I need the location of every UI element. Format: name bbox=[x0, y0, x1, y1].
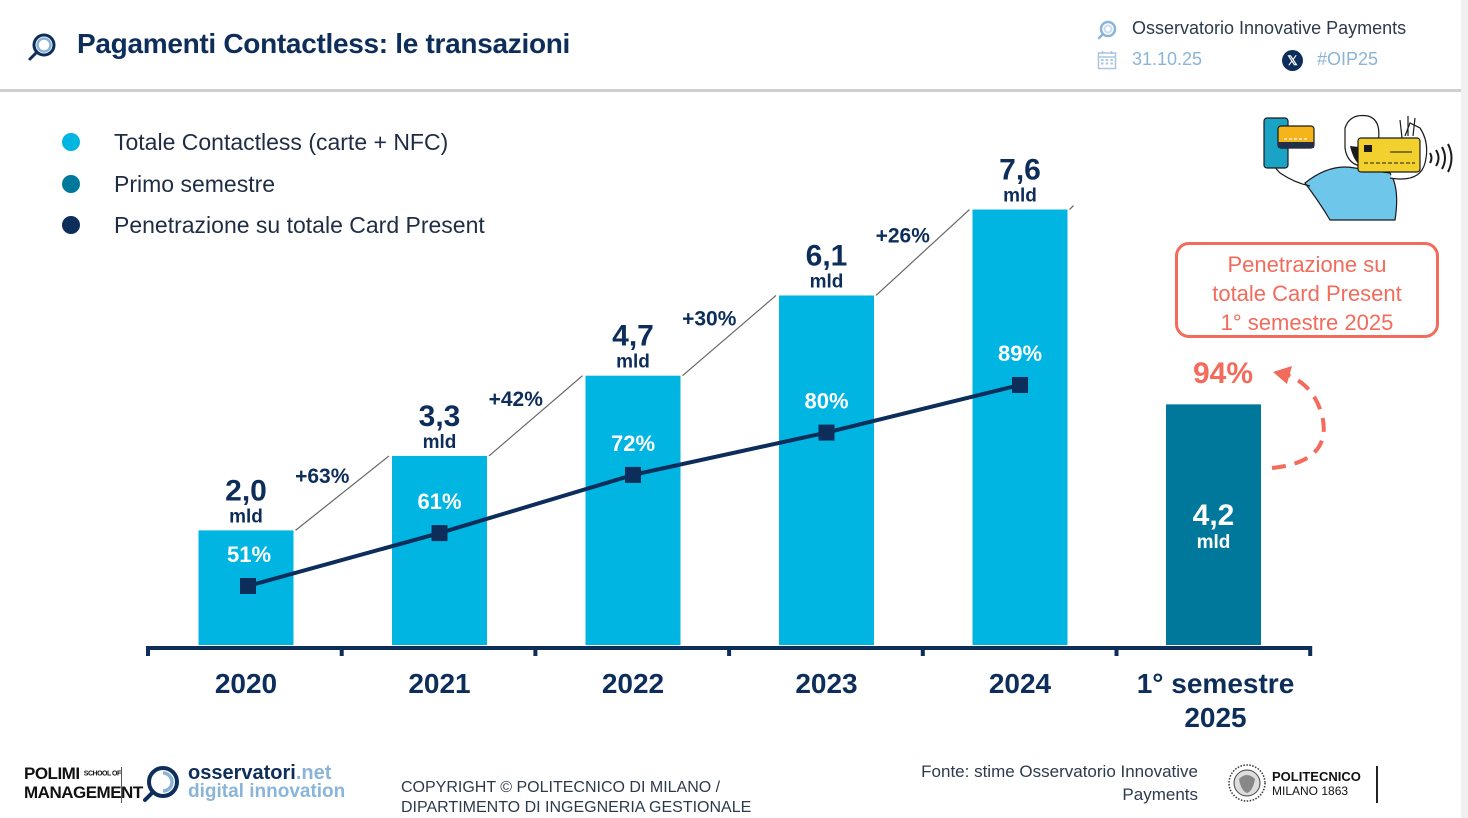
magnifier-logo-icon bbox=[28, 33, 56, 61]
penetration-marker bbox=[431, 525, 448, 542]
penetration-marker bbox=[1012, 376, 1028, 393]
copyright-notice: COPYRIGHT © POLITECNICO DI MILANO / DIPA… bbox=[401, 778, 751, 818]
legend-label: Penetrazione su totale Card Present bbox=[114, 211, 485, 238]
calendar-icon bbox=[1097, 51, 1117, 70]
footer-divider bbox=[121, 767, 122, 803]
bar-unit-label: mld bbox=[810, 271, 844, 292]
callout-line: totale Card Present bbox=[1212, 281, 1402, 306]
x-tick-label: 2024 bbox=[989, 668, 1052, 699]
x-tick-label: 2020 bbox=[215, 668, 277, 699]
growth-connector-line bbox=[875, 209, 970, 296]
bar-value-label: 4,2 bbox=[1193, 499, 1235, 532]
penetration-label: 89% bbox=[998, 341, 1042, 366]
penetration-label: 72% bbox=[611, 431, 655, 456]
bar-total-2022 bbox=[585, 375, 681, 645]
growth-connector-line bbox=[295, 455, 390, 531]
copyright-line: DIPARTIMENTO DI INGEGNERIA GESTIONALE bbox=[401, 799, 752, 816]
event-date: 31.10.25 bbox=[1132, 49, 1203, 69]
event-hashtag: #OIP25 bbox=[1317, 49, 1379, 69]
penetration-label: 80% bbox=[804, 389, 848, 414]
polimi-management-text: MANAGEMENT bbox=[24, 782, 143, 802]
polimi-text: POLIMI bbox=[24, 764, 80, 783]
legend-swatch bbox=[62, 216, 80, 234]
bar-unit-label: mld bbox=[616, 352, 650, 373]
legend-item-total: Totale Contactless (carte + NFC) bbox=[62, 127, 448, 157]
legend-swatch bbox=[62, 175, 80, 193]
page-title: Pagamenti Contactless: le transazioni bbox=[77, 28, 571, 59]
callout-line: 1° semestre 2025 bbox=[1220, 310, 1394, 335]
bar-unit-label: mld bbox=[1197, 532, 1231, 553]
x-tick-label: 2022 bbox=[602, 668, 664, 699]
right-edge-strip bbox=[1461, 0, 1468, 818]
legend-swatch bbox=[62, 133, 80, 151]
bar-unit-label: mld bbox=[229, 506, 263, 527]
x-tick-label: 2021 bbox=[408, 668, 470, 699]
growth-connector-line bbox=[682, 295, 777, 377]
x-tick-label: 2025 bbox=[1184, 702, 1246, 733]
first-semester-penetration-value: 94% bbox=[1193, 357, 1253, 390]
source-line: Fonte: stime Osservatorio Innovative bbox=[921, 762, 1198, 781]
arrow-head-icon bbox=[1273, 366, 1292, 384]
bar-unit-label: mld bbox=[423, 432, 457, 453]
penetration-marker bbox=[240, 578, 256, 594]
header-divider bbox=[0, 89, 1461, 92]
growth-label: +42% bbox=[489, 388, 544, 411]
bar-value-label: 7,6 bbox=[999, 154, 1041, 187]
penetration-callout-box: Penetrazione su totale Card Present 1° s… bbox=[1175, 242, 1439, 338]
osservatori-name: osservatori bbox=[188, 762, 296, 784]
observatory-icon bbox=[1097, 20, 1117, 40]
growth-label: +26% bbox=[876, 224, 931, 247]
dashed-arrow-curve bbox=[1271, 372, 1326, 470]
polimi-school-text: SCHOOL OF bbox=[83, 770, 121, 778]
contactless-payment-illustration bbox=[1263, 114, 1453, 221]
legend-label: Totale Contactless (carte + NFC) bbox=[114, 128, 449, 155]
source-note: Fonte: stime Osservatorio Innovative Pay… bbox=[921, 760, 1198, 806]
politecnico-name: POLITECNICO bbox=[1272, 769, 1361, 784]
osservatori-subtitle: digital innovation bbox=[188, 781, 346, 802]
bar-total-2024 bbox=[972, 209, 1068, 645]
bar-value-label: 2,0 bbox=[225, 474, 267, 507]
growth-connector-line bbox=[488, 375, 583, 457]
polimi-school-of-management-logo: POLIMI SCHOOL OF MANAGEMENT bbox=[24, 765, 143, 802]
legend-label: Primo semestre bbox=[114, 170, 276, 197]
legend-item-first-semester: Primo semestre bbox=[62, 169, 275, 199]
legend-item-penetration: Penetrazione su totale Card Present bbox=[62, 210, 485, 240]
observatory-name: Osservatorio Innovative Payments bbox=[1132, 18, 1407, 38]
bar-value-label: 3,3 bbox=[419, 400, 461, 433]
bar-total-2023 bbox=[779, 295, 874, 645]
x-social-icon: 𝕏 bbox=[1282, 50, 1303, 71]
bar-value-label: 6,1 bbox=[806, 239, 848, 272]
osservatori-tld: .net bbox=[295, 762, 332, 784]
osservatori-logo-text: osservatori.net bbox=[188, 763, 331, 783]
x-tick-label: 1° semestre bbox=[1137, 668, 1295, 699]
bar-total-2021 bbox=[392, 455, 487, 645]
penetration-marker bbox=[818, 424, 835, 441]
osservatori-logo-icon bbox=[143, 766, 179, 802]
growth-label: +30% bbox=[682, 308, 737, 331]
growth-connector-line bbox=[1069, 205, 1074, 210]
growth-label: +63% bbox=[295, 465, 350, 488]
penetration-label: 51% bbox=[227, 542, 271, 567]
copyright-line: COPYRIGHT © POLITECNICO DI MILANO / bbox=[401, 779, 721, 796]
source-line: Payments bbox=[1122, 785, 1198, 804]
politecnico-seal-icon bbox=[1228, 764, 1266, 802]
penetration-label: 61% bbox=[417, 489, 461, 514]
bar-value-label: 4,7 bbox=[612, 320, 654, 353]
bar-first-semester bbox=[1166, 404, 1261, 645]
callout-line: Penetrazione su bbox=[1227, 252, 1387, 277]
bar-unit-label: mld bbox=[1003, 186, 1037, 207]
footer-divider bbox=[1376, 766, 1378, 803]
penetration-marker bbox=[625, 466, 641, 483]
x-tick-label: 2023 bbox=[795, 668, 857, 699]
politecnico-subtitle: MILANO 1863 bbox=[1272, 784, 1349, 798]
